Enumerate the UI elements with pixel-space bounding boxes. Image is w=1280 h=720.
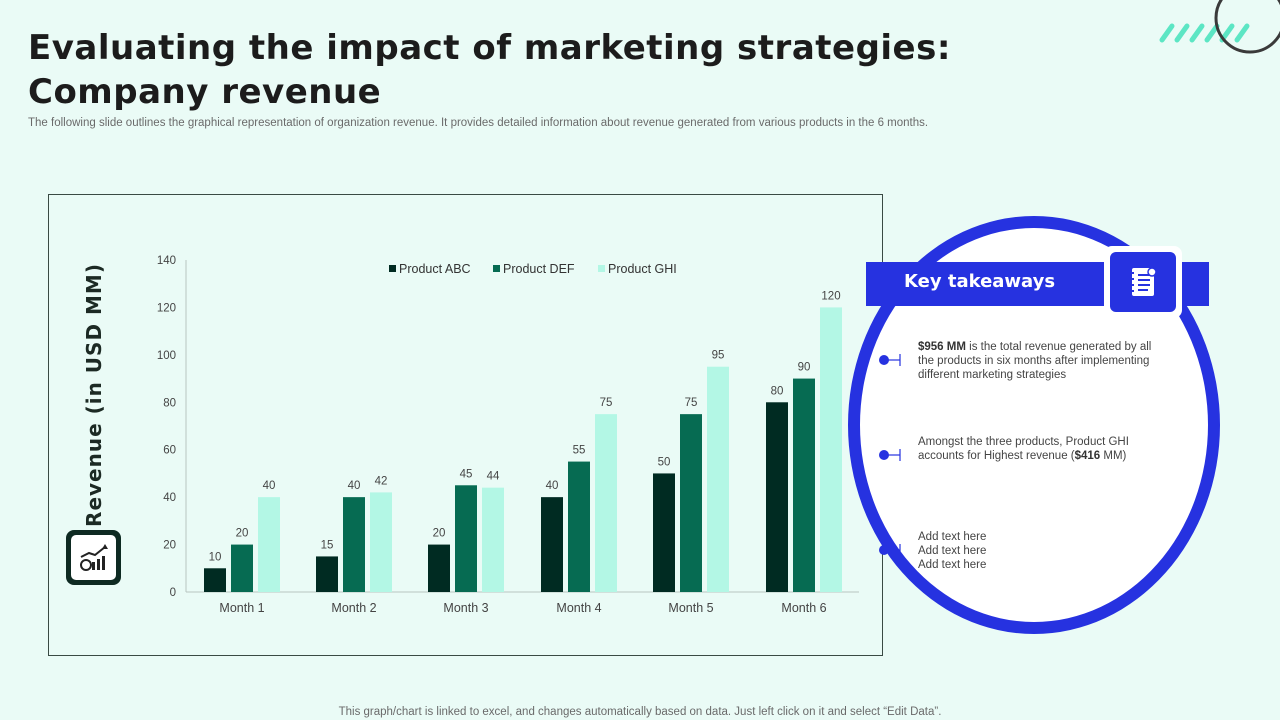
data-label: 50 (658, 456, 671, 468)
y-tick-label: 0 (170, 587, 176, 599)
y-tick-label: 120 (157, 302, 176, 314)
data-label: 20 (236, 528, 249, 540)
page-subtitle: The following slide outlines the graphic… (28, 117, 929, 129)
data-label: 55 (573, 445, 586, 457)
bar-product-ghi-6 (820, 307, 842, 592)
data-label: 20 (433, 528, 446, 540)
data-label: 40 (546, 480, 559, 492)
x-tick-label: Month 5 (668, 601, 713, 615)
takeaway-1: $956 MM is the total revenue generated b… (918, 340, 1168, 382)
page-title: Evaluating the impact of marketing strat… (28, 28, 951, 112)
bar-product-def-4 (568, 461, 590, 592)
x-tick-label: Month 4 (556, 601, 601, 615)
takeaway-2-bold: $416 (1074, 450, 1101, 462)
takeaway-2-post: MM) (1100, 450, 1127, 462)
takeaway-2-pre: Amongst the three products, Product GHI … (918, 436, 1129, 462)
legend-label-2: Product DEF (503, 262, 575, 276)
bar-product-def-6 (793, 378, 815, 592)
data-label: 120 (821, 290, 840, 302)
data-label: 10 (209, 551, 222, 563)
bar-product-ghi-5 (707, 366, 729, 592)
legend-label-1: Product ABC (399, 262, 471, 276)
data-label: 15 (321, 539, 334, 551)
legend-label-3: Product GHI (608, 262, 677, 276)
y-tick-label: 100 (157, 350, 176, 362)
legend-swatch-3 (598, 265, 605, 272)
bar-product-def-5 (680, 414, 702, 592)
takeaway-3-line-2[interactable]: Add text here (918, 545, 987, 557)
takeaway-2: Amongst the three products, Product GHI … (918, 435, 1168, 463)
bar-product-abc-4 (541, 497, 563, 592)
takeaway-3: Add text here Add text here Add text her… (918, 530, 1168, 572)
bar-product-abc-2 (316, 556, 338, 592)
data-label: 40 (348, 480, 361, 492)
legend-swatch-1 (389, 265, 396, 272)
y-tick-label: 40 (163, 492, 176, 504)
data-label: 44 (487, 471, 500, 483)
x-tick-label: Month 1 (219, 601, 264, 615)
takeaway-1-text: is the total revenue generated by all th… (918, 341, 1152, 381)
takeaway-3-line-1[interactable]: Add text here (918, 531, 987, 543)
bullet-marker-3 (879, 544, 901, 556)
x-tick-label: Month 3 (443, 601, 488, 615)
bar-product-def-1 (231, 544, 253, 592)
bullet-marker-1 (879, 354, 901, 366)
bar-product-ghi-4 (595, 414, 617, 592)
revenue-chart-icon (66, 530, 121, 585)
bar-product-ghi-2 (370, 492, 392, 592)
y-tick-label: 20 (163, 540, 176, 552)
data-label: 90 (798, 362, 811, 374)
data-label: 42 (375, 475, 388, 487)
key-takeaways-heading: Key takeaways (904, 271, 1056, 292)
bar-product-ghi-1 (258, 497, 280, 592)
bar-product-ghi-3 (482, 487, 504, 592)
data-label: 95 (712, 350, 725, 362)
bar-product-abc-5 (653, 473, 675, 592)
x-tick-label: Month 6 (781, 601, 826, 615)
bar-product-def-3 (455, 485, 477, 592)
y-axis-label: Revenue (in USD MM) (82, 263, 106, 527)
bar-product-abc-1 (204, 568, 226, 592)
legend-swatch-2 (493, 265, 500, 272)
notebook-icon (1104, 246, 1182, 318)
data-label: 80 (771, 385, 784, 397)
y-tick-label: 80 (163, 397, 176, 409)
footer-note: This graph/chart is linked to excel, and… (338, 706, 942, 718)
decorative-stripes (1159, 0, 1280, 54)
bar-product-def-2 (343, 497, 365, 592)
data-label: 75 (685, 397, 698, 409)
bullet-marker-2 (879, 449, 901, 461)
data-label: 75 (600, 397, 613, 409)
y-tick-label: 60 (163, 445, 176, 457)
chart-frame[interactable]: 0 20 40 60 80 100 120 140 10 20 40 Month 1 15 40 42 Mon… (48, 194, 883, 656)
takeaway-3-line-3[interactable]: Add text here (918, 559, 987, 571)
y-tick-label: 140 (157, 255, 176, 267)
x-tick-label: Month 2 (331, 601, 376, 615)
takeaway-1-bold: $956 MM (918, 341, 966, 353)
bar-product-abc-6 (766, 402, 788, 592)
bar-product-abc-3 (428, 544, 450, 592)
data-label: 45 (460, 468, 473, 480)
data-label: 40 (263, 480, 276, 492)
bar-chart: 0 20 40 60 80 100 120 140 10 20 40 Month 1 15 40 42 Mon… (157, 255, 859, 615)
